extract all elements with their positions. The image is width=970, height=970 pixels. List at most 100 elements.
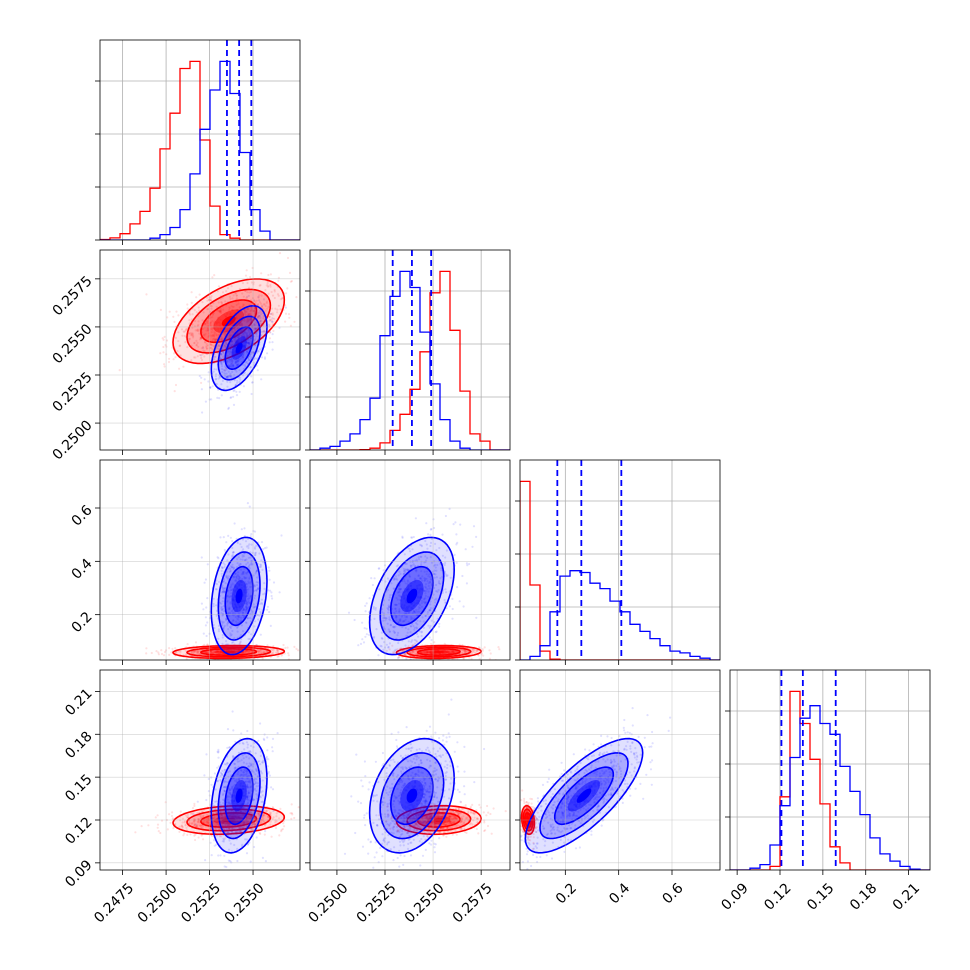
scatter-point <box>246 341 249 344</box>
scatter-point <box>207 329 210 332</box>
scatter-point <box>248 330 251 333</box>
scatter-point <box>253 361 256 364</box>
scatter-point <box>197 345 200 348</box>
scatter-point <box>319 793 321 795</box>
scatter-point <box>245 558 248 561</box>
scatter-point <box>417 606 420 609</box>
scatter-point <box>247 593 250 596</box>
scatter-point <box>273 317 276 320</box>
scatter-point <box>230 343 233 346</box>
scatter-point <box>268 610 271 614</box>
scatter-point <box>247 580 250 583</box>
contour-blue <box>217 315 261 381</box>
scatter-point <box>279 807 282 811</box>
scatter-point <box>220 363 223 366</box>
scatter-point <box>206 643 209 646</box>
scatter-point <box>437 589 440 592</box>
scatter-point <box>237 363 240 366</box>
scatter-point <box>190 318 193 321</box>
scatter-point <box>415 569 418 572</box>
scatter-point <box>406 608 409 611</box>
scatter-point <box>245 600 248 603</box>
scatter-point <box>282 643 285 647</box>
scatter-point <box>410 584 413 588</box>
scatter-point <box>249 290 253 294</box>
scatter-point <box>246 341 249 344</box>
scatter-point <box>211 313 215 316</box>
scatter-point <box>252 529 255 533</box>
scatter-point <box>434 652 437 655</box>
scatter-point <box>249 318 252 321</box>
scatter-point <box>220 360 223 363</box>
scatter-point <box>217 344 220 348</box>
scatter-point <box>241 599 244 603</box>
scatter-point <box>240 355 243 358</box>
scatter-point <box>206 321 209 324</box>
scatter-point <box>174 383 178 387</box>
scatter-point <box>451 650 454 653</box>
scatter-point <box>225 342 228 345</box>
scatter-point <box>236 626 239 629</box>
scatter-point <box>225 541 228 544</box>
scatter-point <box>449 651 452 655</box>
scatter-point <box>196 328 199 331</box>
scatter-point <box>443 649 446 652</box>
scatter-point <box>254 337 257 340</box>
scatter-point <box>242 570 246 574</box>
scatter-point <box>271 341 274 344</box>
scatter-point <box>234 615 237 619</box>
scatter-point <box>232 327 236 330</box>
scatter-point <box>254 327 257 331</box>
scatter-point <box>230 364 233 368</box>
scatter-point <box>250 324 253 327</box>
scatter-point <box>232 813 235 816</box>
scatter-point <box>290 812 293 815</box>
scatter-point <box>435 583 438 587</box>
scatter-point <box>449 649 452 652</box>
scatter-point <box>219 307 222 311</box>
scatter-point <box>186 303 189 306</box>
scatter-point <box>212 602 215 606</box>
scatter-point <box>232 358 235 361</box>
scatter-point <box>276 648 279 652</box>
scatter-point <box>221 600 224 603</box>
scatter-point <box>226 312 229 315</box>
scatter-point <box>200 556 203 559</box>
scatter-point <box>422 600 425 603</box>
scatter-point <box>206 651 209 654</box>
scatter-point <box>241 581 244 584</box>
scatter-point <box>271 320 274 323</box>
scatter-point <box>452 651 455 654</box>
scatter-point <box>402 567 405 570</box>
scatter-point <box>240 568 243 571</box>
scatter-point <box>215 614 218 618</box>
scatter-point <box>228 814 231 817</box>
scatter-point <box>215 822 218 825</box>
scatter-point <box>413 638 416 642</box>
scatter-point <box>395 596 398 600</box>
scatter-point <box>240 355 243 358</box>
scatter-point <box>207 329 210 332</box>
scatter-point <box>217 309 220 312</box>
scatter-point <box>394 648 397 652</box>
scatter-point <box>226 824 230 827</box>
scatter-point <box>212 338 215 341</box>
scatter-point <box>239 357 243 360</box>
scatter-point <box>240 619 243 622</box>
scatter-point <box>246 502 249 505</box>
scatter-point <box>243 591 246 594</box>
scatter-point <box>247 328 250 331</box>
scatter-point <box>220 338 224 341</box>
scatter-point <box>200 815 203 818</box>
scatter-point <box>230 554 233 558</box>
scatter-point <box>428 609 431 612</box>
scatter-point <box>451 617 454 620</box>
scatter-point <box>174 356 177 359</box>
scatter-point <box>197 817 200 821</box>
scatter-point <box>233 602 236 606</box>
scatter-point <box>409 651 412 654</box>
density-peak-red <box>433 651 445 653</box>
scatter-point <box>240 586 243 590</box>
scatter-point <box>265 300 268 303</box>
scatter-point <box>231 587 234 591</box>
